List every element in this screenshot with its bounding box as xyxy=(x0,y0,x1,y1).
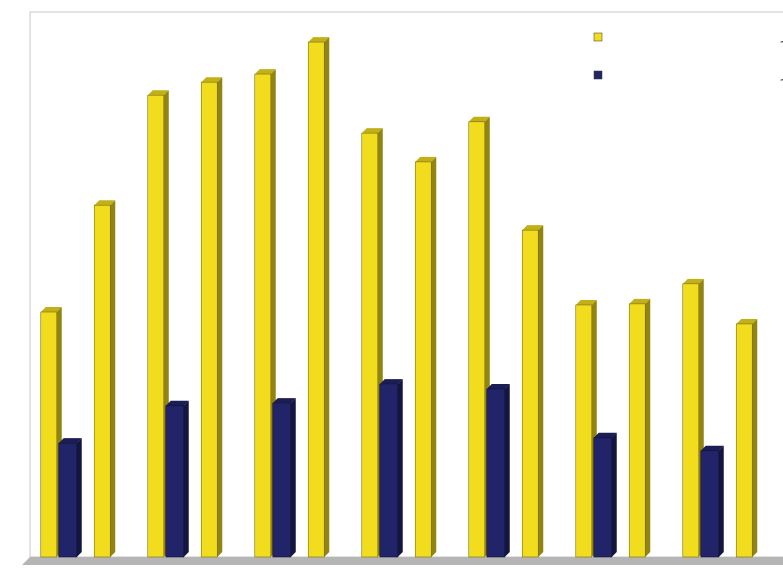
bar-top xyxy=(94,200,116,206)
bar-side xyxy=(183,400,189,557)
bar-top xyxy=(379,379,403,385)
bar-side xyxy=(110,200,116,557)
bar xyxy=(40,311,58,558)
bar-side xyxy=(290,398,296,557)
bar-top xyxy=(522,225,544,231)
bar-top xyxy=(165,400,189,406)
bar-top xyxy=(308,37,330,43)
bar-side xyxy=(324,37,330,558)
bar xyxy=(682,283,700,558)
bar xyxy=(147,94,165,558)
bar-side xyxy=(752,318,758,557)
bar xyxy=(307,41,325,558)
bar-top xyxy=(682,278,704,284)
bar xyxy=(361,132,379,558)
bar-top xyxy=(593,432,617,438)
plot-wall xyxy=(29,11,783,558)
legend-label: دستگاه زهرگیری داخل کشور xyxy=(780,31,783,43)
bar xyxy=(486,388,506,558)
bar-top xyxy=(736,318,758,324)
bar xyxy=(575,304,593,558)
bar xyxy=(272,402,292,558)
bar-side xyxy=(538,225,544,557)
bar-top xyxy=(415,156,437,162)
bar xyxy=(414,161,432,558)
bar xyxy=(165,405,185,558)
bar-side xyxy=(611,432,617,557)
legend-swatch xyxy=(593,32,603,42)
plot-floor xyxy=(22,557,783,565)
bar-side xyxy=(645,298,651,557)
bar-top xyxy=(201,77,223,83)
bar-side xyxy=(76,438,82,557)
bar-side xyxy=(397,379,403,557)
bar-top xyxy=(254,69,276,75)
bar xyxy=(254,73,272,558)
bar-top xyxy=(58,438,82,444)
legend-swatch xyxy=(593,70,603,80)
bar xyxy=(628,303,646,558)
bar-top xyxy=(629,298,651,304)
bar-side xyxy=(718,445,724,557)
bar-top xyxy=(700,445,724,451)
bar xyxy=(468,121,486,558)
bar-top xyxy=(361,128,383,134)
bar xyxy=(58,442,78,558)
bar xyxy=(200,81,218,558)
bar-side xyxy=(504,383,510,557)
bar xyxy=(593,437,613,558)
bar xyxy=(700,450,720,558)
bar xyxy=(379,383,399,558)
bar-top xyxy=(575,299,597,305)
bar-top xyxy=(40,307,62,313)
legend-label: دستگاه زهرگیری خارج از کشور xyxy=(780,69,783,81)
bar xyxy=(93,204,111,558)
bar-top xyxy=(272,398,296,404)
bar-side xyxy=(217,77,223,557)
bar-side xyxy=(431,156,437,557)
bar-top xyxy=(468,116,490,122)
bar-top xyxy=(147,90,169,96)
bar xyxy=(735,323,753,558)
bar xyxy=(521,229,539,558)
bar-top xyxy=(486,383,510,389)
